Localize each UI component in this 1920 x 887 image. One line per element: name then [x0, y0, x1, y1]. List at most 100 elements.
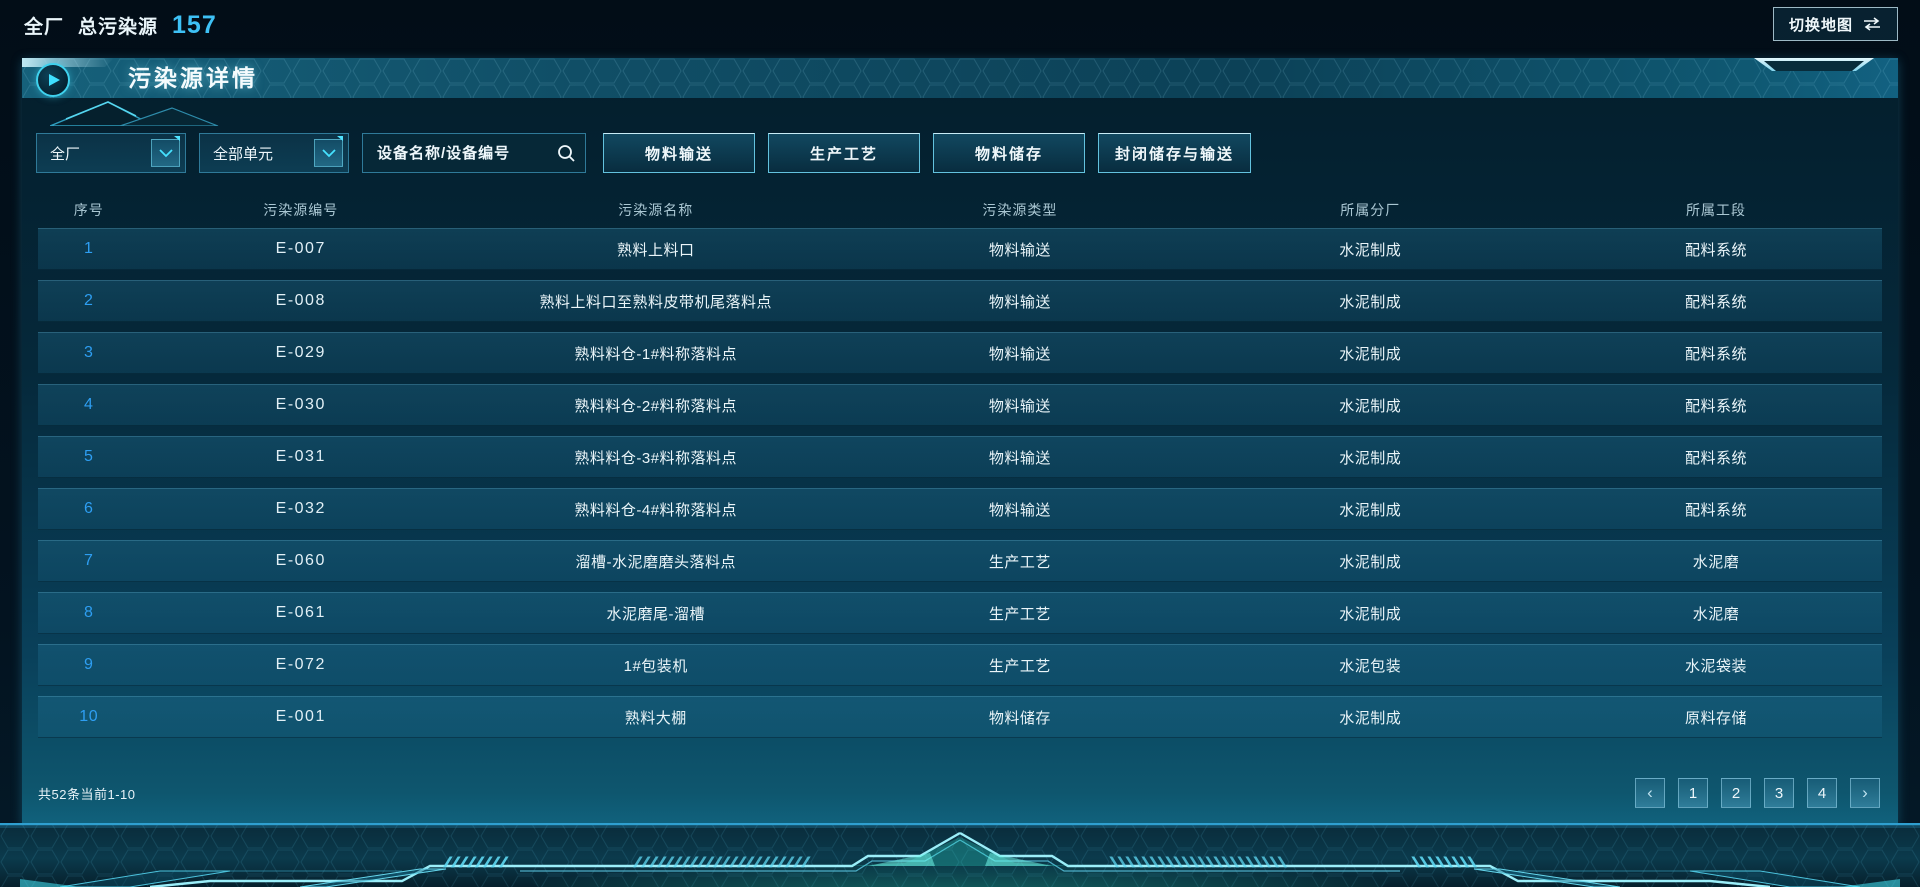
- table-cell: 物料输送: [988, 293, 1051, 311]
- filter-type-button[interactable]: 封闭储存与输送: [1098, 133, 1252, 173]
- total-pollution-count: 157: [172, 11, 217, 39]
- table-cell: 配料系统: [1684, 241, 1747, 259]
- table-row[interactable]: 3 E-029 熟料料仓-1#料称落料点 物料输送 水泥制成 配料系统: [38, 332, 1882, 374]
- factory-select[interactable]: 全厂: [36, 133, 186, 173]
- panel-title: 污染源详情: [128, 65, 258, 91]
- table-cell: 配料系统: [1684, 501, 1747, 519]
- table-cell: 水泥磨尾-溜槽: [606, 605, 705, 623]
- chevron-down-icon[interactable]: [314, 136, 343, 167]
- play-icon: [36, 63, 70, 97]
- row-seq[interactable]: 2: [84, 292, 94, 309]
- table-cell: 物料输送: [988, 397, 1051, 415]
- table-cell: 生产工艺: [988, 605, 1051, 623]
- table-row[interactable]: 1 E-007 熟料上料口 物料输送 水泥制成 配料系统: [38, 228, 1882, 270]
- row-seq[interactable]: 1: [84, 240, 94, 257]
- column-header: 所属分厂: [1340, 202, 1401, 218]
- row-seq[interactable]: 5: [84, 448, 94, 465]
- table-cell: 熟料料仓-1#料称落料点: [574, 345, 738, 363]
- table-row[interactable]: 2 E-008 熟料上料口至熟料皮带机尾落料点 物料输送 水泥制成 配料系统: [38, 280, 1882, 322]
- filter-type-button[interactable]: 物料输送: [603, 133, 755, 173]
- row-seq[interactable]: 3: [84, 344, 94, 361]
- table-cell: 物料输送: [988, 449, 1051, 467]
- table-cell: 熟料上料口至熟料皮带机尾落料点: [539, 293, 772, 311]
- table-cell: 物料储存: [988, 709, 1051, 727]
- pagination-next-button[interactable]: ›: [1850, 778, 1880, 808]
- table-cell: 原料存储: [1684, 709, 1747, 727]
- column-header: 所属工段: [1685, 202, 1746, 218]
- table-cell: 水泥制成: [1339, 449, 1402, 467]
- plant-scope-label: 全厂: [24, 17, 65, 38]
- table-cell: 物料输送: [988, 501, 1051, 519]
- unit-select[interactable]: 全部单元: [199, 133, 349, 173]
- top-bar: 全厂 总污染源 157 切换地图: [0, 0, 1920, 56]
- table-cell: 水泥制成: [1339, 345, 1402, 363]
- row-seq[interactable]: 10: [79, 708, 99, 725]
- table-cell: 1#包装机: [623, 657, 688, 675]
- table-row[interactable]: 4 E-030 熟料料仓-2#料称落料点 物料输送 水泥制成 配料系统: [38, 384, 1882, 426]
- table-cell: E-072: [275, 656, 326, 673]
- table-row[interactable]: 7 E-060 溜槽-水泥磨磨头落料点 生产工艺 水泥制成 水泥磨: [38, 540, 1882, 582]
- pagination-page-button[interactable]: 1: [1678, 778, 1708, 808]
- table-cell: 熟料大棚: [624, 709, 687, 727]
- table-cell: E-031: [275, 448, 326, 465]
- table-cell: 熟料料仓-2#料称落料点: [574, 397, 738, 415]
- pagination-page-button[interactable]: 2: [1721, 778, 1751, 808]
- table-cell: 配料系统: [1684, 397, 1747, 415]
- table-cell: 物料输送: [988, 345, 1051, 363]
- table-cell: E-061: [275, 604, 326, 621]
- column-header: 污染源编号: [263, 202, 339, 218]
- row-seq[interactable]: 4: [84, 396, 94, 413]
- table-cell: 溜槽-水泥磨磨头落料点: [575, 553, 736, 571]
- footer-decoration-art: [0, 823, 1920, 887]
- factory-select-value: 全厂: [50, 145, 81, 163]
- table-cell: 生产工艺: [988, 657, 1051, 675]
- column-header: 污染源名称: [618, 202, 694, 218]
- search-box: [362, 133, 614, 173]
- table-cell: 水泥袋装: [1684, 657, 1747, 675]
- table-cell: 熟料料仓-3#料称落料点: [574, 449, 738, 467]
- table-cell: E-001: [275, 708, 326, 725]
- row-seq[interactable]: 9: [84, 656, 94, 673]
- switch-map-button[interactable]: 切换地图: [1772, 7, 1898, 41]
- row-seq[interactable]: 7: [84, 552, 94, 569]
- unit-select-value: 全部单元: [213, 145, 274, 163]
- table-cell: E-008: [275, 292, 326, 309]
- table-cell: 水泥制成: [1339, 293, 1402, 311]
- table-cell: E-032: [275, 500, 326, 517]
- pagination-prev-button[interactable]: ‹: [1635, 778, 1665, 808]
- table-cell: 水泥制成: [1339, 709, 1402, 727]
- filter-type-button[interactable]: 生产工艺: [768, 133, 920, 173]
- table-cell: 水泥磨: [1692, 605, 1740, 623]
- search-icon[interactable]: [557, 144, 576, 163]
- table-cell: E-007: [275, 240, 326, 257]
- table-cell: 配料系统: [1684, 345, 1747, 363]
- type-filter-group: 物料输送 生产工艺 物料储存 封闭储存与输送: [603, 133, 1252, 173]
- table-row[interactable]: 9 E-072 1#包装机 生产工艺 水泥包装 水泥袋装: [38, 644, 1882, 686]
- mountain-decoration: [50, 101, 219, 126]
- table-cell: 水泥制成: [1339, 241, 1402, 259]
- chevron-down-icon[interactable]: [151, 136, 180, 167]
- row-seq[interactable]: 8: [84, 604, 94, 621]
- table-row[interactable]: 8 E-061 水泥磨尾-溜槽 生产工艺 水泥制成 水泥磨: [38, 592, 1882, 634]
- table-row[interactable]: 5 E-031 熟料料仓-3#料称落料点 物料输送 水泥制成 配料系统: [38, 436, 1882, 478]
- pagination-page-button[interactable]: 3: [1764, 778, 1794, 808]
- plant-total-summary: 全厂 总污染源 157: [24, 11, 217, 40]
- table-row[interactable]: 6 E-032 熟料料仓-4#料称落料点 物料输送 水泥制成 配料系统: [38, 488, 1882, 530]
- table-cell: E-030: [275, 396, 326, 413]
- filter-type-button[interactable]: 物料储存: [933, 133, 1085, 173]
- total-pollution-label: 总污染源: [78, 17, 159, 38]
- pagination-page-button[interactable]: 4: [1807, 778, 1837, 808]
- switch-map-label: 切换地图: [1788, 16, 1853, 34]
- table-row[interactable]: 10 E-001 熟料大棚 物料储存 水泥制成 原料存储: [38, 696, 1882, 738]
- panel-header: 污染源详情: [22, 58, 1898, 98]
- header-notch-decoration: [1754, 58, 1874, 71]
- search-input[interactable]: [363, 134, 614, 172]
- column-header: 序号: [73, 202, 104, 218]
- pollution-detail-panel: 污染源详情 全厂 全部单元: [22, 58, 1898, 825]
- row-seq[interactable]: 6: [84, 500, 94, 517]
- table-cell: 熟料上料口: [616, 241, 695, 259]
- column-header: 污染源类型: [982, 202, 1058, 218]
- table-header-row: 序号 污染源编号 污染源名称 污染源类型 所属分厂 所属工段: [38, 195, 1882, 225]
